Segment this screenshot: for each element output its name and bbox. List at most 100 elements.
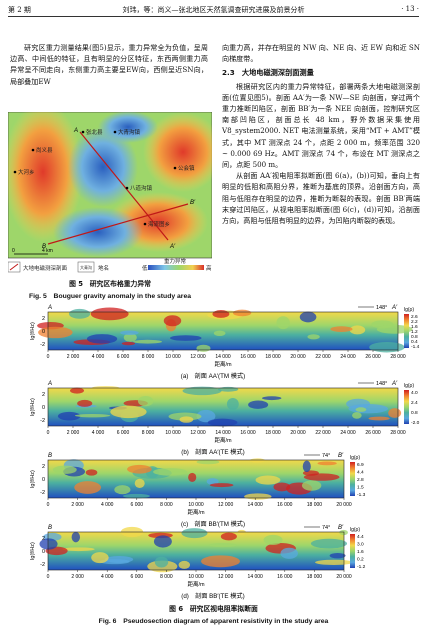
colorbar-tick-label: 0.8 <box>411 334 418 340</box>
colorbar-tick-label: 3.0 <box>357 542 364 548</box>
x-tick-label: 0 <box>47 574 50 580</box>
colorbar <box>350 534 355 568</box>
resistivity-patch <box>127 464 152 474</box>
x-tick-label: 18 000 <box>307 574 323 580</box>
resistivity-patch <box>315 559 353 565</box>
resistivity-patch <box>280 547 298 559</box>
colorbar-title: lg(ρ) <box>350 455 360 461</box>
resistivity-patch <box>62 547 95 552</box>
y-axis-label: lg(f/Hz) <box>30 322 36 340</box>
colorbar-tick-label: 0.4 <box>411 339 418 345</box>
resistivity-patch <box>355 407 367 412</box>
resistivity-patch <box>71 531 81 543</box>
x-tick-label: 16 000 <box>240 430 256 436</box>
resistivity-patch <box>169 335 202 341</box>
place-label: 公会镇 <box>178 164 195 172</box>
issue: 第 2 期 <box>8 6 31 14</box>
resistivity-patch <box>376 324 413 334</box>
paragraph: 研究区重力测量结果(图5)显示，重力异常全为负值，呈周边高、中间低的特征，且有明… <box>10 43 208 86</box>
resistivity-patch <box>201 555 240 568</box>
profile-label: B′ <box>190 200 196 206</box>
colorbar-tick-label: -2.0 <box>411 420 420 426</box>
resistivity-patch <box>85 469 98 476</box>
resistivity-patch <box>74 481 102 494</box>
x-tick-label: 10 000 <box>165 430 181 436</box>
resistivity-patch <box>163 315 182 327</box>
colorbar-tick-label: 0.2 <box>357 557 364 563</box>
x-tick-label: 4 000 <box>92 430 105 436</box>
x-tick-label: 8 000 <box>142 354 155 360</box>
resistivity-patch <box>188 472 197 483</box>
place-marker <box>143 222 147 226</box>
scale-label: 4 km <box>42 248 53 254</box>
colorbar-tick-label: -1.2 <box>357 564 366 570</box>
profile-end: A′ <box>391 305 398 311</box>
x-tick-label: 28 000 <box>390 354 406 360</box>
place-marker <box>113 130 117 134</box>
x-axis-label: 距离/m <box>187 580 205 588</box>
colorbar-title: lg(ρ) <box>404 383 414 389</box>
caption: (c) 剖面 BB′(TM 模式) <box>181 520 245 528</box>
resistivity-patch <box>339 529 348 536</box>
profile-start: B <box>48 453 52 459</box>
paragraph: 向重力高，并存在明显的 NW 向、NE 向、近 EW 向和近 SN 向梯度带。 <box>222 43 420 64</box>
legend-label: 高 <box>206 264 212 272</box>
colorbar-tick-label: 1.5 <box>357 485 364 491</box>
profile-start: A <box>47 381 52 387</box>
page-number: · 13 · <box>401 5 419 13</box>
figure-caption-en: Fig. 5 Bouguer gravity anomaly in the st… <box>28 293 192 300</box>
legend-label: 大青沟 <box>80 264 92 270</box>
resistivity-patch <box>207 418 238 427</box>
legend-label: 重力异常 <box>164 257 187 265</box>
y-tick-label: 0 <box>42 549 45 555</box>
resistivity-patch <box>178 560 191 569</box>
x-axis-label: 距离/m <box>214 436 232 444</box>
resistivity-patch <box>310 538 348 549</box>
y-axis-label: lg(f/Hz) <box>30 542 36 560</box>
resistivity-patch <box>263 534 283 545</box>
resistivity-patch <box>74 414 111 418</box>
resistivity-patch <box>39 538 58 550</box>
right-column: 向重力高，并存在明显的 NW 向、NE 向、近 EW 向和近 SN 向梯度带。 … <box>222 42 420 226</box>
figure-caption: 图 5 研究区布格重力异常 <box>69 280 151 288</box>
place-label: 大青沟镇 <box>118 128 141 136</box>
x-tick-label: 26 000 <box>365 430 381 436</box>
y-tick-label: 0 <box>42 329 45 335</box>
x-tick-label: 16 000 <box>277 502 293 508</box>
colorbar-tick-label: 4.4 <box>357 470 364 476</box>
x-tick-label: 6 000 <box>117 430 130 436</box>
resistivity-patch <box>90 307 129 321</box>
x-tick-label: 8 000 <box>160 574 173 580</box>
scale-label: 0 <box>12 248 15 254</box>
colorbar-tick-label: 2.2 <box>411 319 418 325</box>
caption: (a) 剖面 AA′(TM 模式) <box>181 372 245 380</box>
y-tick-label: 2 <box>42 536 45 542</box>
colorbar-tick-label: 0.8 <box>411 410 418 416</box>
x-tick-label: 12 000 <box>218 502 234 508</box>
resistivity-patch <box>244 493 272 500</box>
x-tick-label: 22 000 <box>315 430 331 436</box>
x-tick-label: 2 000 <box>67 430 80 436</box>
colorbar-tick-label: 4.0 <box>411 390 418 396</box>
colorbar-tick-label: 2.8 <box>357 477 364 483</box>
x-tick-label: 16 000 <box>277 574 293 580</box>
x-tick-label: 0 <box>47 430 50 436</box>
resistivity-patch <box>208 543 237 548</box>
resistivity-patch <box>133 339 163 344</box>
x-tick-label: 10 000 <box>188 574 204 580</box>
x-tick-label: 26 000 <box>365 354 381 360</box>
x-tick-label: 22 000 <box>315 354 331 360</box>
y-axis-label: lg(f/Hz) <box>30 398 36 416</box>
resistivity-patch <box>255 475 281 485</box>
colorbar-tick-label: 1.6 <box>411 324 418 330</box>
x-tick-label: 14 000 <box>248 502 264 508</box>
x-tick-label: 24 000 <box>340 430 356 436</box>
y-tick-label: -2 <box>40 562 45 568</box>
x-tick-label: 24 000 <box>340 354 356 360</box>
resistivity-patch <box>153 535 172 548</box>
x-tick-label: 18 000 <box>265 354 281 360</box>
header-rule <box>8 16 419 17</box>
resistivity-patch <box>154 556 169 568</box>
x-tick-label: 2 000 <box>71 502 84 508</box>
